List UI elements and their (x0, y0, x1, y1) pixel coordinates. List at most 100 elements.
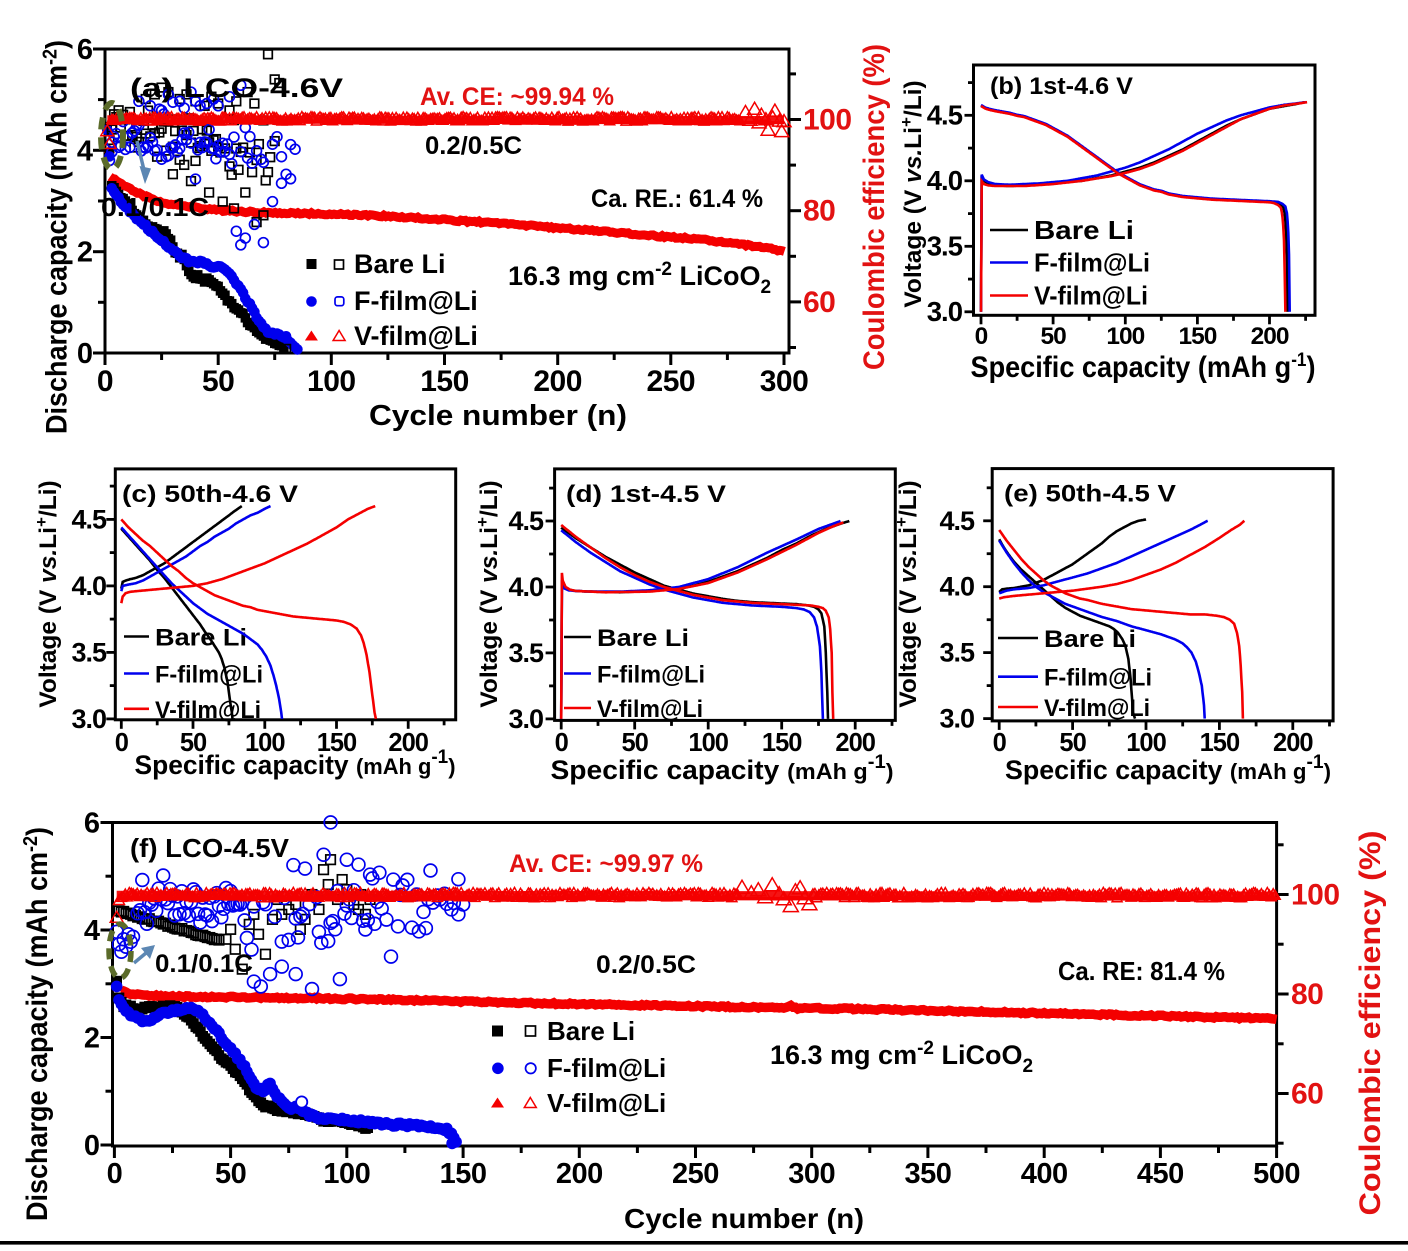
svg-text:0: 0 (993, 729, 1007, 757)
svg-text:4.0: 4.0 (927, 165, 963, 196)
svg-text:250: 250 (672, 1158, 719, 1190)
svg-text:(f) LCO-4.5V: (f) LCO-4.5V (130, 833, 290, 863)
svg-text:50: 50 (622, 729, 649, 757)
svg-text:60: 60 (1291, 1078, 1323, 1111)
svg-text:50: 50 (1041, 323, 1067, 350)
svg-text:0: 0 (107, 1158, 123, 1190)
svg-text:Bare Li: Bare Li (155, 625, 247, 652)
svg-text:100: 100 (1106, 323, 1144, 350)
svg-text:50: 50 (1059, 729, 1086, 757)
svg-text:4.5: 4.5 (71, 504, 107, 534)
svg-text:0.1/0.1C: 0.1/0.1C (101, 192, 209, 222)
svg-text:(d) 1st-4.5 V: (d) 1st-4.5 V (566, 481, 727, 508)
svg-text:Cycle number (n): Cycle number (n) (369, 400, 627, 432)
svg-text:V-film@Li: V-film@Li (597, 696, 703, 723)
svg-text:300: 300 (788, 1158, 835, 1190)
svg-text:100: 100 (688, 729, 728, 757)
svg-text:150: 150 (762, 729, 802, 757)
svg-text:(b) 1st-4.6 V: (b) 1st-4.6 V (990, 73, 1134, 100)
svg-text:F-film@Li: F-film@Li (597, 662, 705, 689)
svg-text:(c) 50th-4.6 V: (c) 50th-4.6 V (122, 481, 299, 508)
svg-text:350: 350 (904, 1158, 951, 1190)
svg-text:0: 0 (77, 338, 93, 370)
svg-text:150: 150 (440, 1158, 487, 1190)
svg-text:0.2/0.5C: 0.2/0.5C (425, 132, 522, 160)
svg-text:V-film@Li: V-film@Li (354, 321, 478, 351)
svg-text:0.2/0.5C: 0.2/0.5C (596, 951, 696, 979)
svg-text:Bare Li: Bare Li (547, 1016, 635, 1046)
svg-text:Ca. RE: 81.4 %: Ca. RE: 81.4 % (1058, 956, 1225, 986)
svg-text:50: 50 (215, 1158, 246, 1190)
svg-text:Cycle number (n): Cycle number (n) (624, 1203, 864, 1234)
svg-text:Specific capacity (mAh g-1): Specific capacity (mAh g-1) (971, 350, 1316, 384)
svg-text:150: 150 (1178, 323, 1216, 350)
svg-text:2: 2 (84, 1023, 100, 1055)
svg-text:6: 6 (84, 808, 100, 840)
svg-text:Bare Li: Bare Li (597, 625, 689, 652)
svg-text:Av. CE: ~99.97 %: Av. CE: ~99.97 % (509, 850, 703, 878)
svg-text:Voltage (V vs.Li+/Li): Voltage (V vs.Li+/Li) (897, 80, 927, 307)
svg-text:Bare Li: Bare Li (1034, 215, 1134, 245)
svg-text:60: 60 (803, 286, 835, 319)
svg-text:V-film@Li: V-film@Li (155, 697, 261, 724)
svg-text:200: 200 (1251, 323, 1289, 350)
svg-text:4.0: 4.0 (508, 572, 543, 602)
svg-text:200: 200 (1273, 729, 1313, 757)
svg-text:Voltage (V vs.Li+/Li): Voltage (V vs.Li+/Li) (892, 480, 922, 707)
svg-text:V-film@Li: V-film@Li (1034, 281, 1148, 311)
svg-text:Ca. RE.: 61.4 %: Ca. RE.: 61.4 % (591, 185, 763, 213)
svg-text:3.5: 3.5 (508, 638, 544, 668)
svg-text:4.0: 4.0 (71, 571, 106, 601)
svg-text:Av. CE: ~99.94 %: Av. CE: ~99.94 % (420, 83, 614, 111)
svg-text:4.5: 4.5 (508, 506, 544, 536)
svg-text:4.5: 4.5 (927, 99, 963, 130)
svg-text:80: 80 (803, 195, 835, 228)
svg-text:Bare Li: Bare Li (1044, 626, 1136, 653)
svg-text:3.0: 3.0 (508, 704, 543, 734)
svg-text:(e) 50th-4.5 V: (e) 50th-4.5 V (1004, 481, 1177, 508)
svg-text:0: 0 (115, 729, 129, 757)
svg-text:(a) LCO-4.6V: (a) LCO-4.6V (130, 73, 343, 103)
svg-text:100: 100 (307, 365, 356, 398)
svg-text:Specific capacity (mAh g-1): Specific capacity (mAh g-1) (1005, 752, 1331, 785)
svg-text:200: 200 (388, 729, 428, 757)
svg-text:150: 150 (1200, 729, 1240, 757)
svg-text:0: 0 (975, 323, 988, 350)
svg-text:3.0: 3.0 (939, 704, 974, 734)
svg-text:F-film@Li: F-film@Li (1044, 665, 1152, 692)
svg-text:50: 50 (202, 365, 234, 398)
svg-text:150: 150 (420, 365, 469, 398)
svg-text:F-film@Li: F-film@Li (1034, 248, 1150, 278)
svg-text:80: 80 (1291, 978, 1323, 1011)
svg-text:200: 200 (556, 1158, 603, 1190)
svg-text:2: 2 (77, 237, 93, 269)
svg-text:100: 100 (803, 104, 852, 137)
svg-text:200: 200 (835, 729, 875, 757)
svg-text:4: 4 (84, 915, 100, 947)
svg-text:3.5: 3.5 (939, 638, 975, 668)
svg-text:4: 4 (77, 135, 93, 167)
svg-text:450: 450 (1137, 1158, 1184, 1190)
svg-text:0: 0 (555, 729, 569, 757)
svg-text:400: 400 (1021, 1158, 1068, 1190)
svg-text:3.0: 3.0 (927, 296, 963, 327)
svg-text:3.5: 3.5 (927, 230, 963, 261)
svg-text:500: 500 (1253, 1158, 1300, 1190)
svg-text:4.5: 4.5 (939, 506, 975, 536)
svg-text:6: 6 (77, 34, 93, 66)
svg-text:3.0: 3.0 (71, 704, 106, 734)
svg-text:F-film@Li: F-film@Li (354, 286, 478, 316)
svg-text:100: 100 (245, 729, 285, 757)
svg-text:250: 250 (647, 365, 696, 398)
svg-text:Discharge capacity (mAh cm-2): Discharge capacity (mAh cm-2) (40, 40, 74, 434)
svg-text:4.0: 4.0 (939, 572, 974, 602)
svg-text:200: 200 (533, 365, 582, 398)
svg-text:Voltage (V vs.Li+/Li): Voltage (V vs.Li+/Li) (473, 480, 503, 707)
svg-text:Coulombic efficiency (%): Coulombic efficiency (%) (1354, 831, 1387, 1216)
svg-text:0.1/0.1C: 0.1/0.1C (155, 950, 253, 978)
svg-text:Voltage (V vs.Li+/Li): Voltage (V vs.Li+/Li) (32, 480, 62, 707)
svg-text:F-film@Li: F-film@Li (155, 662, 263, 689)
svg-text:50: 50 (180, 729, 207, 757)
svg-text:100: 100 (1291, 879, 1340, 912)
svg-text:3.5: 3.5 (71, 637, 107, 667)
